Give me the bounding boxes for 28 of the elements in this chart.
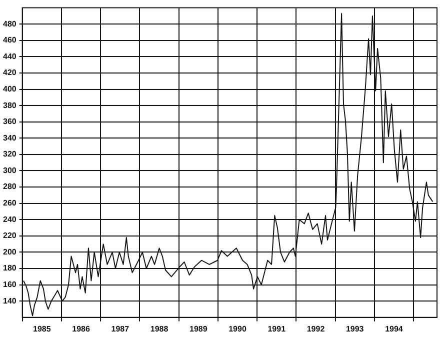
x-tick-label: 1988 — [150, 324, 169, 334]
y-tick-label: 420 — [2, 68, 17, 78]
y-tick-label: 320 — [2, 150, 17, 159]
x-tick-label: 1994 — [385, 324, 404, 334]
x-tick-label: 1986 — [72, 324, 90, 334]
y-tick-label: 440 — [2, 52, 17, 61]
x-tick-label: 1989 — [189, 324, 208, 334]
y-tick-label: 240 — [2, 214, 17, 224]
y-tick-label: 360 — [2, 117, 17, 126]
y-tick-label: 380 — [2, 100, 17, 110]
x-tick-label: 1990 — [228, 324, 247, 334]
x-tick-label: 1985 — [33, 324, 52, 334]
y-tick-label: 300 — [2, 166, 17, 175]
y-tick-label: 180 — [2, 264, 17, 273]
y-tick-label: 140 — [2, 296, 17, 306]
y-tick-label: 460 — [2, 36, 17, 45]
y-tick-label: 200 — [2, 247, 17, 256]
x-tick-label: 1991 — [268, 324, 286, 334]
x-tick-label: 1993 — [346, 324, 364, 334]
y-tick-label: 220 — [2, 231, 17, 240]
y-tick-label: 160 — [2, 280, 17, 290]
y-tick-label: 280 — [2, 182, 17, 192]
y-tick-label: 340 — [2, 133, 17, 142]
y-tick-label: 400 — [2, 84, 17, 94]
y-tick-label: 260 — [2, 198, 17, 208]
y-tick-label: 480 — [2, 19, 17, 28]
x-tick-label: 1992 — [306, 324, 326, 334]
x-tick-label: 1987 — [111, 324, 130, 334]
